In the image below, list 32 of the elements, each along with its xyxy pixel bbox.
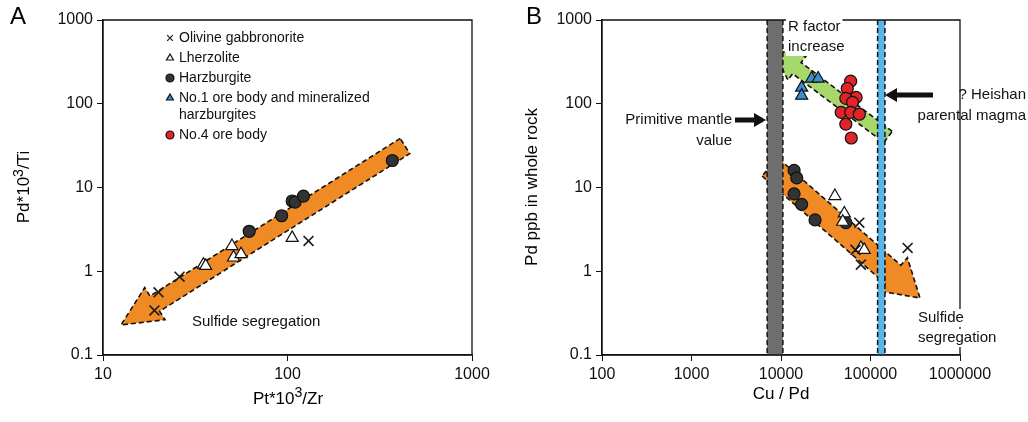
- x-axis-title: Pt*10$^{3}$/Zr: [252, 384, 324, 409]
- band-label: Primitive mantle value: [625, 110, 732, 149]
- y-tick-label: 1: [84, 261, 94, 279]
- legend-label: No.4 ore body: [179, 125, 267, 142]
- x-tick-label: 1000000: [928, 365, 992, 383]
- y-tick-label: 1000: [57, 10, 94, 28]
- chart-title: A: [10, 2, 27, 30]
- x-tick-label: 1000: [673, 365, 710, 383]
- y-tick-label: 0.1: [569, 345, 593, 363]
- legend-label: Olivine gabbronorite: [179, 28, 305, 45]
- legend-label: No.1 ore body and mineralized harzburgites: [179, 88, 370, 122]
- legend-label: Harzburgite: [179, 68, 252, 85]
- y-tick-label: 10: [574, 177, 593, 195]
- y-tick-label: 100: [66, 94, 94, 112]
- y-axis-title: Pd ppb in whole rock: [522, 108, 542, 266]
- annotation: R factor increase: [788, 17, 845, 55]
- y-tick-label: 100: [565, 94, 593, 112]
- legend-label: Lherzolite: [179, 48, 240, 65]
- x-tick-label: 10: [94, 365, 112, 383]
- annotation: Sulfide segregation: [192, 312, 321, 330]
- y-tick-label: 1: [583, 261, 593, 279]
- x-tick-label: 1000: [454, 365, 490, 383]
- chart-title: B: [526, 2, 543, 30]
- x-tick-label: 100: [588, 365, 616, 383]
- y-tick-label: 0.1: [70, 345, 94, 363]
- x-tick-label: 100000: [843, 365, 898, 383]
- y-tick-label: 10: [75, 177, 94, 195]
- x-tick-label: 10000: [758, 365, 804, 383]
- annotation: Sulfide segregation: [918, 308, 997, 346]
- y-tick-label: 1000: [556, 10, 593, 28]
- x-axis-title: Cu / Pd: [752, 384, 810, 404]
- x-tick-label: 100: [274, 365, 301, 383]
